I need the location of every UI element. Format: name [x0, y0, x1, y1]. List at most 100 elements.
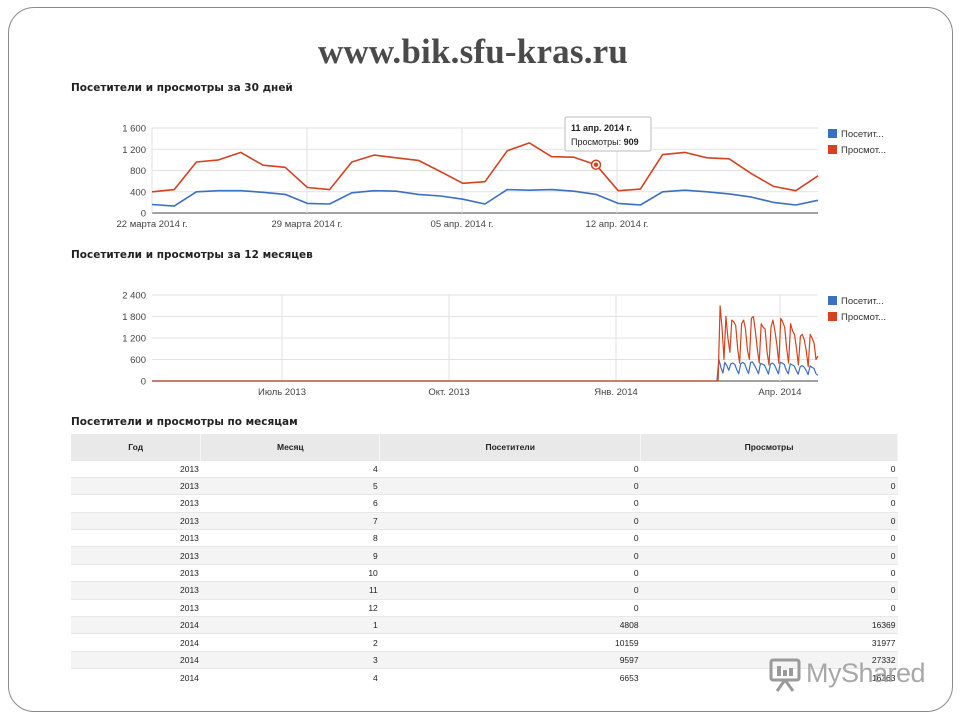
table-cell: 2	[200, 633, 380, 652]
table-cell: 2014	[71, 633, 201, 652]
table-cell: 2013	[71, 529, 201, 547]
chart12-xtick-label: Окт. 2013	[428, 387, 469, 398]
chart12-ytick-label: 2 400	[122, 291, 146, 302]
table-cell: 7	[200, 511, 380, 530]
chart30-ytick-label: 800	[130, 166, 146, 177]
chart30-legend-label: Посетит...	[841, 129, 884, 140]
table-cell: 2013	[71, 563, 201, 582]
table-cell: 0	[379, 598, 641, 617]
table-cell: 31977	[640, 633, 898, 652]
table-header-cell: Просмотры	[640, 434, 898, 460]
chart30-ytick-label: 1 200	[122, 145, 146, 156]
tooltip-marker-dot	[593, 162, 599, 167]
table-header-row: Год Месяц Посетители Просмотры	[71, 434, 898, 460]
chart12-ytick-label: 0	[141, 377, 146, 388]
monthly-stats-table: Год Месяц Посетители Просмотры 2013 4 0 0 2013 5…	[71, 434, 898, 687]
table-cell: 0	[640, 563, 898, 582]
table-header-cell: Посетители	[379, 434, 642, 460]
table-cell: 12	[200, 598, 380, 617]
chart12-ytick-label: 1 800	[122, 312, 146, 323]
chart12-series-line	[152, 305, 819, 382]
table-cell: 1	[200, 616, 380, 634]
chart12-title: Посетители и просмотры за 12 месяцев	[71, 249, 313, 261]
table-cell: 4	[200, 459, 380, 478]
table-cell: 0	[640, 459, 898, 478]
table-cell: 0	[379, 529, 641, 547]
table-cell: 2014	[71, 650, 201, 669]
table-cell: 0	[640, 546, 898, 565]
chart30-legend-swatch	[828, 129, 837, 138]
table-cell: 0	[640, 476, 898, 495]
table-cell: 6	[200, 494, 380, 513]
chart30-xtick-label: 29 марта 2014 г.	[272, 219, 343, 230]
table-row: 2014 3 9597 27332	[71, 650, 898, 669]
table-cell: 0	[379, 459, 641, 478]
table-cell: 2013	[71, 476, 201, 495]
table-row: 2014 4 6653 16363	[71, 668, 898, 687]
chart30-legend-label: Просмот...	[841, 145, 886, 156]
chart30-title: Посетители и просмотры за 30 дней	[71, 82, 293, 94]
table-row: 2013 4 0 0	[71, 459, 898, 478]
table-row: 2014 2 10159 31977	[71, 633, 898, 652]
page-title: www.bik.sfu-kras.ru	[317, 32, 629, 71]
table-cell: 8	[200, 529, 380, 547]
table-row: 2013 6 0 0	[71, 494, 898, 513]
table-cell: 2013	[71, 459, 201, 478]
table-cell: 5	[200, 476, 380, 495]
table-title: Посетители и просмотры по месяцам	[71, 416, 298, 428]
table-cell: 0	[379, 581, 641, 600]
table-cell: 0	[640, 581, 898, 600]
table-cell: 0	[640, 598, 898, 617]
table-cell: 0	[379, 494, 641, 513]
table-cell: 2014	[71, 616, 201, 634]
chart12-legend-label: Посетит...	[841, 296, 884, 307]
table-row: 2013 9 0 0	[71, 546, 898, 565]
chart12-legend-swatch	[828, 296, 837, 305]
table-header-cell: Месяц	[200, 434, 381, 460]
table-cell: 6653	[379, 668, 641, 687]
table-cell: 2013	[71, 581, 201, 600]
table-cell: 0	[640, 494, 898, 513]
table-cell: 27332	[640, 650, 898, 669]
table-cell: 0	[379, 476, 641, 495]
table-cell: 10159	[379, 633, 641, 652]
table-header-cell: Год	[71, 434, 202, 460]
table-row: 2013 5 0 0	[71, 476, 898, 495]
chart12-xtick-label: Июль 2013	[258, 387, 306, 398]
chart12-xtick-label: Янв. 2014	[594, 387, 638, 398]
chart30-legend-swatch	[828, 145, 837, 154]
table-row: 2013 11 0 0	[71, 581, 898, 600]
chart12-xtick-label: Апр. 2014	[758, 387, 801, 398]
chart12-ytick-label: 600	[130, 355, 146, 366]
table-cell: 3	[200, 650, 380, 669]
tooltip-box	[564, 116, 652, 152]
tooltip-label: Просмотры: 909	[571, 137, 639, 147]
table-cell: 2013	[71, 494, 201, 513]
table-cell: 4	[200, 668, 380, 687]
table-cell: 0	[379, 563, 641, 582]
table-row: 2013 12 0 0	[71, 598, 898, 617]
chart30-ytick-label: 0	[141, 209, 146, 220]
table-row: 2013 8 0 0	[71, 529, 898, 547]
chart30-series-line	[151, 142, 819, 193]
presentation-icon	[769, 658, 801, 692]
tooltip-value: 909	[624, 137, 639, 147]
chart12-legend-swatch	[828, 312, 837, 321]
chart30-xtick-label: 05 апр. 2014 г.	[431, 219, 494, 230]
table-cell: 16369	[640, 616, 898, 634]
chart12-legend-label: Просмот...	[841, 312, 886, 323]
table-row: 2013 10 0 0	[71, 563, 898, 582]
chart30-xtick-label: 22 марта 2014 г.	[117, 219, 188, 230]
table-cell: 2013	[71, 546, 201, 565]
table-cell: 9597	[379, 650, 641, 669]
tooltip-date: 11 апр. 2014 г.	[571, 123, 632, 133]
table-cell: 2013	[71, 598, 201, 617]
table-cell: 0	[379, 546, 641, 565]
table-cell: 2014	[71, 668, 201, 687]
chart30-ytick-label: 400	[130, 187, 146, 198]
chart12-ytick-label: 1 200	[122, 334, 146, 345]
table-row: 2014 1 4808 16369	[71, 616, 898, 634]
table-cell: 9	[200, 546, 380, 565]
chart30-ytick-label: 1 600	[122, 124, 146, 135]
